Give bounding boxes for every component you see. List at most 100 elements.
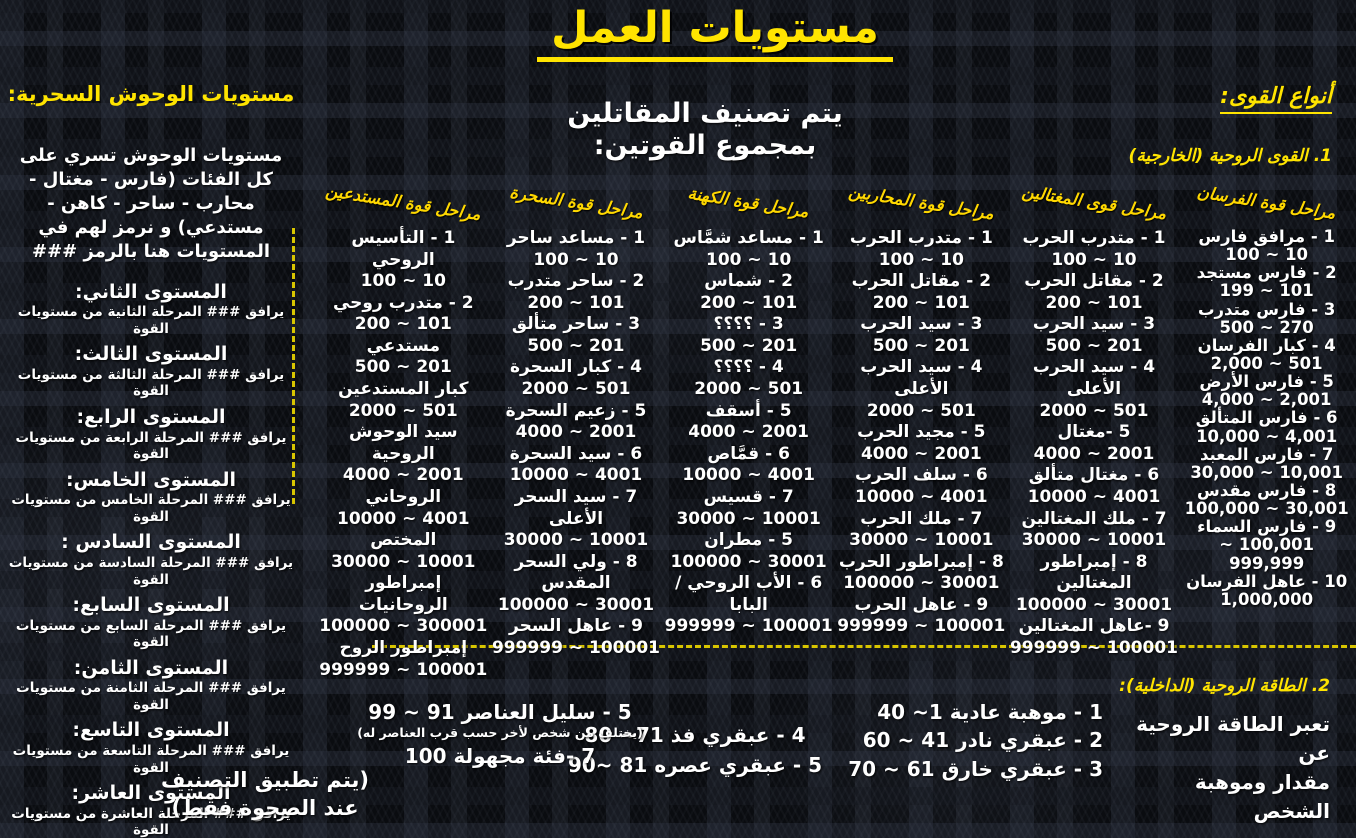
rank-entry: 3 - ؟؟؟؟ 201 ~ 500 [663,314,834,357]
rank-name: 9 - فارس السماء [1197,517,1337,537]
column-header: مراحل قوة المحاربين [847,181,996,223]
rank-range: 501 ~ 2000 [521,379,631,400]
rank-name: 6 - مغتال متألق [1028,465,1160,486]
rank-name: كبار المستدعين [338,379,469,400]
rank-range: 201 ~ 500 [527,335,625,356]
rank-range: 501 ~ 2000 [348,400,458,421]
beast-level-name: المستوى الثامن: [73,656,229,679]
power-column: مراحل قوة الكهنة 1 - مساعد شمَّاس 10 ~ 100… [663,180,834,681]
rank-entry: 6 - سلف الحرب 4001 ~ 10000 [836,465,1007,508]
rank-name: 6 - سيد السحرة [509,443,643,464]
genius-level-list: 4 - عبقري فذ 71~ 80 5 - عبقري عصره 81 ~90 [545,720,845,780]
rank-range: 4001 ~ 10000 [855,486,988,507]
power-column: مراحل قوة الفرسان 1 - مرافق فارس 10 ~ 100 2… [1181,180,1352,681]
rank-name: 8 - فارس مقدس [1197,480,1337,500]
talent-level-list: 1 - موهبة عادية 1~ 40 2 - عبقري نادر 41 ~… [845,698,1103,783]
rank-range: 10 ~ 100 [1225,245,1309,265]
rank-range: 10001 ~ 30000 [1021,530,1167,551]
beast-level-name: المستوى الخامس: [65,468,237,491]
beast-level-item: المستوى الثالث: يرافق ### المرحلة الثالثة… [6,343,296,400]
rank-list: 1 - التأسيس الروحي 10 ~ 100 2 - متدرب روحي… [318,228,489,681]
rank-entry: 4 - كبار الفرسان 501 ~ 2,000 [1181,336,1352,373]
rank-entry: إمبراطور الروحانيات 300001 ~ 100000 [318,573,489,638]
rank-range: 101 ~ 200 [700,292,798,313]
rank-name: 3 - سيد الحرب [860,314,983,335]
rank-entry: 1 - متدرب الحرب 10 ~ 100 [836,228,1007,271]
rank-name: 8 - ولي السحر المقدس [514,551,638,594]
rank-entry: 6 - قمَّاص 4001 ~ 10000 [663,444,834,487]
rank-range: 4001 ~ 10000 [509,465,643,486]
power-column: مراحل قوة المستدعين 1 - التأسيس الروحي 10 … [318,180,489,681]
rank-name: مستدعي [366,335,440,356]
rank-entry: 5 - مطران 30001 ~ 100000 [663,530,834,573]
beast-level-list: المستوى الثاني: يرافق ### المرحلة الثانية… [6,281,296,838]
rank-name: إمبراطور الروحانيات [358,573,448,615]
column-header: مراحل قوة الكهنة [686,183,811,221]
column-header: مراحل قوة السحرة [508,182,644,222]
talent-level-item: 1 - موهبة عادية 1~ 40 [877,700,1103,724]
power-type-external: 1. القوى الروحية (الخارجية) [1128,146,1332,166]
rank-entry: 8 - إمبراطور المغتالين 30001 ~ 100000 [1009,552,1180,617]
spiritual-energy-heading: 2. الطاقة الروحية (الداخلية): [1119,676,1330,696]
rank-entry: 6 - الأب الروحي / البابا 100001 ~ 999999 [663,573,834,638]
subtitle: يتم تصنيف المقاتلين بمجموع القوتين: [567,98,843,161]
rank-range: 2,001 ~ 4,000 [1201,390,1332,410]
rank-entry: 9 -عاهل المغتالين 100001 ~ 999999 [1009,616,1180,659]
beast-level-desc: يرافق ### المرحلة العاشرة من مستويات الق… [11,805,291,838]
spiritual-energy-desc: تعبر الطاقة الروحية عن مقدار وموهبة الشخ… [1136,712,1330,823]
rank-entry: 4 - سيد الحرب الأعلى 501 ~ 2000 [1009,357,1180,422]
rank-entry: 9 - فارس السماء 100,001 ~ 999,999 [1181,517,1352,573]
rank-entry: سيد الوحوش الروحية 2001 ~ 4000 [318,422,489,487]
rank-range: 101 ~ 200 [1045,292,1143,313]
rank-range: 30001 ~ 100000 [497,594,655,615]
rank-range: 201 ~ 500 [354,357,452,378]
rank-entry: 7 - ملك الحرب 10001 ~ 30000 [836,509,1007,552]
rank-range: 10001 ~ 30000 [331,551,476,572]
rank-name: 6 - الأب الروحي / البابا [675,573,823,615]
rank-name: إمبراطور الروح [339,637,468,658]
rank-entry: 8 - إمبراطور الحرب 30001 ~ 100000 [836,552,1007,595]
rank-range: 101 ~ 200 [354,314,452,335]
rank-name: 9 - عاهل السحر [509,616,643,637]
elements-block: 5 - سليل العناصر 91 ~ 99 (يختلف من شخص ل… [356,700,644,768]
rank-entry: 2 - مقاتل الحرب 101 ~ 200 [1009,271,1180,314]
rank-name: 7 - ملك الحرب [860,508,983,529]
beast-level-desc: يرافق ### المرحلة الثانية من مستويات الق… [17,304,285,337]
rank-name: 3 - فارس متدرب [1197,299,1336,319]
rank-entry: 5 - زعيم السحرة 2001 ~ 4000 [491,401,662,444]
rank-range: 201 ~ 500 [872,335,970,356]
column-header: مراحل قوة المستدعين [324,180,483,224]
rank-name: 1 - التأسيس الروحي [351,228,456,270]
rank-name: 3 - ؟؟؟؟ [713,314,784,335]
rank-entry: 2 - ساحر متدرب 101 ~ 200 [491,271,662,314]
rank-name: 1 - متدرب الحرب [1022,228,1166,248]
beast-level-item: المستوى الرابع: يرافق ### المرحلة الرابعة… [6,406,296,463]
rank-name: 4 - سيد الحرب الأعلى [1032,357,1156,400]
rank-name: 2 - متدرب روحي [332,292,474,313]
rank-name: 5 - زعيم السحرة [505,400,647,421]
rank-range: 10 ~ 100 [533,249,619,270]
rank-range: 1,000,000 [1220,589,1314,609]
beast-level-name: المستوى الرابع: [76,405,226,428]
beast-level-name: المستوى السادس : [61,531,241,554]
rank-range: 10001 ~ 30000 [503,530,649,551]
rank-range: 100001 ~ 999999 [664,616,833,637]
rank-range: 10 ~ 100 [706,249,792,270]
rank-name: 2 - شماس [704,271,793,292]
beast-level-name: المستوى العاشر: [71,782,231,805]
rank-entry: 3 - ساحر متألق 201 ~ 500 [491,314,662,357]
rank-name: المختص [370,530,437,551]
rank-entry: إمبراطور الروح 100001 ~ 999999 [318,638,489,681]
rank-entry: 7 - سيد السحر الأعلى 10001 ~ 30000 [491,487,662,552]
rank-entry: 6 - مغتال متألق 4001 ~ 10000 [1009,465,1180,508]
rank-range: 100001 ~ 999999 [1009,637,1179,658]
rank-entry: 8 - فارس مقدس 30,001 ~ 100,000 [1181,480,1352,518]
beast-level-item: المستوى العاشر: يرافق ### المرحلة العاشرة… [6,782,296,838]
rank-name: 5 - أسقف [705,400,792,421]
rank-range: 201 ~ 500 [1045,335,1143,356]
rank-name: 3 - سيد الحرب [1032,314,1156,335]
rank-name: 7 - سيد السحر الأعلى [514,486,638,529]
rank-entry: 3 - سيد الحرب 201 ~ 500 [836,314,1007,357]
rank-entry: 5 -مغتال 2001 ~ 4000 [1009,422,1180,465]
